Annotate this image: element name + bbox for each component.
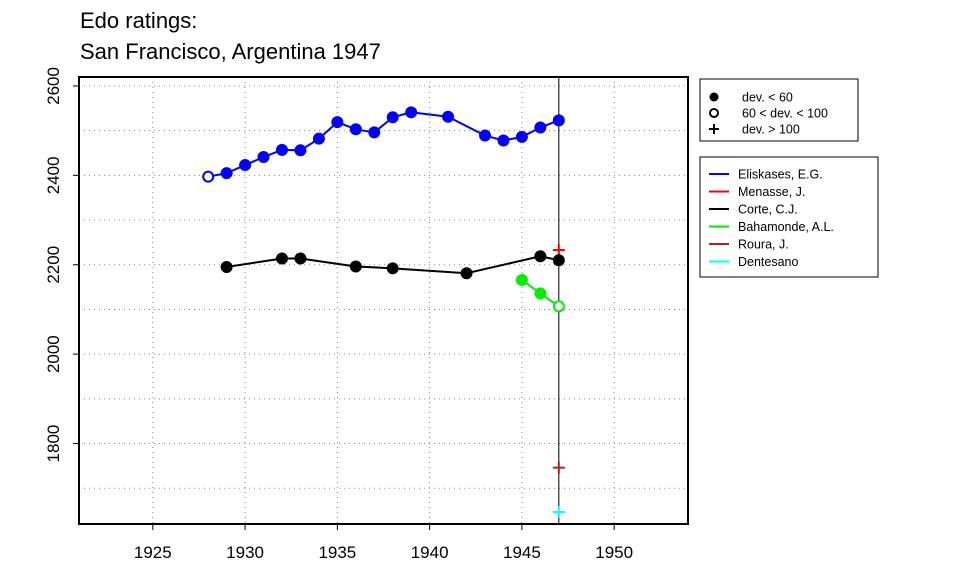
point-marker-open — [552, 300, 565, 313]
point-marker-plus — [552, 505, 565, 518]
legend-box — [699, 78, 859, 142]
point-marker-open — [202, 170, 215, 183]
point-marker-plus — [552, 243, 565, 256]
point-marker-filled — [368, 126, 381, 139]
grid-lines — [79, 77, 688, 524]
point-marker-filled — [276, 252, 288, 265]
legend-filled-circle — [709, 92, 719, 102]
legend-series-label: Menasse, J. — [738, 185, 805, 199]
point-marker-filled — [386, 262, 399, 275]
legend-symbol-label: 60 < dev. < 100 — [742, 107, 828, 121]
legend-series-label: Eliskases, E.G. — [738, 168, 823, 182]
legend-box — [699, 156, 879, 278]
chart-title-line-1: Edo ratings: — [80, 8, 198, 33]
x-tick-label: 1930 — [226, 543, 264, 562]
y-axis: 1800 2000 2200 2400 2600 — [44, 67, 79, 462]
point-marker-filled — [294, 252, 307, 265]
x-tick-label: 1935 — [318, 543, 356, 562]
legend-players: Eliskases, E.G. Menasse, J. Corte, C.J. Bah… — [699, 156, 879, 278]
point-marker-filled — [349, 260, 362, 273]
point-marker-filled — [405, 106, 418, 119]
point-marker-filled — [552, 254, 565, 267]
point-marker-filled — [331, 116, 344, 129]
point-marker-filled — [552, 114, 565, 127]
point-marker-filled — [257, 151, 270, 164]
legend-symbol-label: dev. < 60 — [742, 91, 793, 105]
point-marker-plus — [552, 461, 565, 474]
point-marker-filled — [497, 134, 510, 147]
point-marker-filled — [276, 143, 288, 156]
series-1 — [552, 243, 565, 256]
point-marker-filled — [442, 110, 455, 123]
chart-title-line-2: San Francisco, Argentina 1947 — [80, 39, 381, 64]
point-marker-filled — [534, 287, 547, 300]
point-marker-filled — [294, 144, 307, 157]
legend-symbol-label: dev. > 100 — [742, 123, 800, 137]
legend-deviation: dev. < 60 60 < dev. < 100 dev. > 100 — [699, 78, 859, 142]
point-marker-filled — [460, 267, 473, 280]
plot-frame — [78, 76, 689, 525]
point-marker-filled — [515, 273, 528, 286]
legend-series-label: Dentesano — [738, 255, 799, 269]
legend-series-label: Bahamonde, A.L. — [738, 220, 834, 234]
point-marker-filled — [534, 121, 547, 134]
x-tick-label: 1945 — [503, 543, 541, 562]
legend-series-label: Roura, J. — [738, 238, 789, 252]
x-tick-label: 1940 — [411, 543, 449, 562]
series-layer — [202, 106, 565, 518]
point-marker-filled — [515, 130, 528, 143]
series-4 — [552, 461, 565, 474]
series-0 — [202, 106, 565, 183]
point-marker-filled — [312, 132, 325, 145]
x-axis: 1925 1930 1935 1940 1945 1950 — [134, 524, 633, 562]
point-marker-filled — [220, 167, 233, 180]
series-5 — [552, 505, 565, 518]
x-tick-label: 1925 — [134, 543, 172, 562]
point-marker-filled — [220, 260, 233, 273]
point-marker-filled — [239, 159, 252, 172]
legend-open-circle — [709, 108, 719, 118]
legend-series-label: Corte, C.J. — [738, 203, 798, 217]
y-tick-label: 1800 — [44, 425, 63, 463]
y-tick-label: 2400 — [44, 156, 63, 194]
point-marker-filled — [386, 111, 399, 124]
series-3 — [515, 273, 565, 313]
series-2 — [220, 250, 565, 280]
y-tick-label: 2200 — [44, 246, 63, 284]
point-marker-filled — [534, 250, 547, 263]
y-tick-label: 2600 — [44, 67, 63, 105]
y-tick-label: 2000 — [44, 335, 63, 373]
point-marker-filled — [349, 123, 362, 136]
point-marker-filled — [479, 129, 491, 142]
x-tick-label: 1950 — [595, 543, 633, 562]
